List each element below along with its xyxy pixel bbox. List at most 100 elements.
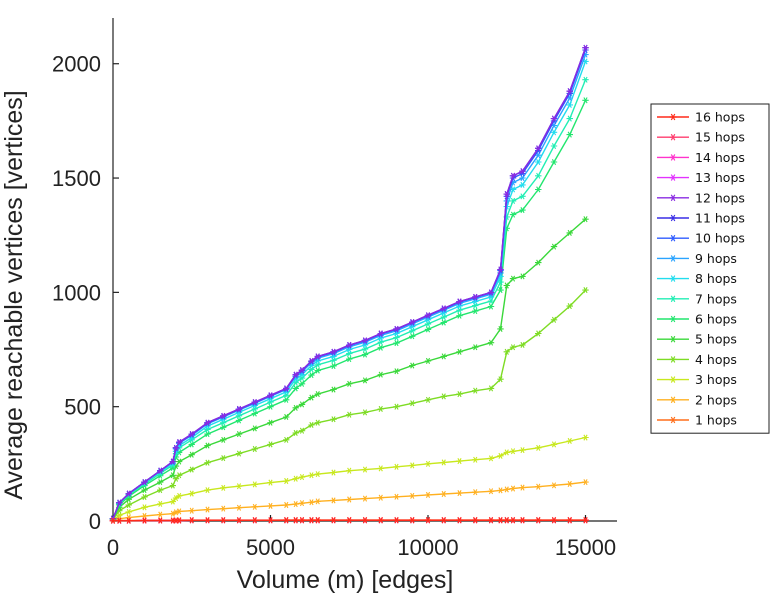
data-point: [330, 416, 337, 423]
data-point: [550, 143, 558, 150]
series-line: [112, 100, 587, 519]
data-point: [424, 517, 432, 524]
data-point: [204, 459, 211, 466]
data-point: [125, 490, 132, 497]
data-point: [220, 517, 227, 524]
data-point: [456, 458, 463, 465]
legend-item: 9 hops: [657, 251, 737, 266]
data-point: [298, 500, 306, 507]
data-point: [582, 216, 589, 223]
data-point: [283, 477, 290, 485]
data-point: [509, 344, 517, 351]
data-point: [566, 115, 573, 122]
data-point: [566, 517, 573, 524]
data-point: [204, 506, 211, 513]
data-point: [393, 334, 400, 341]
data-point: [267, 502, 274, 509]
data-point: [267, 441, 274, 448]
data-point: [503, 517, 510, 524]
legend-item: 11 hops: [657, 211, 745, 226]
ticks: 0 5000 10000 15000 0 500 1000 1500 2000: [52, 52, 616, 560]
data-point: [188, 466, 195, 473]
data-point: [298, 367, 306, 374]
data-point: [267, 517, 274, 524]
data-point: [204, 442, 211, 449]
data-point: [424, 396, 432, 403]
legend-swatch-marker: [669, 356, 677, 363]
data-point: [377, 517, 384, 524]
data-point: [472, 344, 479, 351]
data-point: [497, 487, 504, 494]
data-point: [550, 316, 558, 323]
y-tick-label: 1500: [52, 166, 101, 191]
legend-item: 7 hops: [657, 291, 737, 306]
data-point: [330, 517, 337, 524]
data-point: [292, 501, 299, 508]
data-point: [346, 496, 353, 503]
data-point: [308, 372, 315, 379]
data-point: [550, 243, 558, 250]
data-point: [535, 172, 542, 179]
legend-swatch-marker: [669, 154, 677, 161]
x-tick-label: 0: [107, 535, 119, 560]
data-point: [361, 466, 369, 473]
data-point: [519, 273, 526, 280]
data-point: [308, 421, 315, 428]
data-point: [456, 312, 463, 319]
data-point: [176, 458, 183, 465]
x-tick-label: 5000: [246, 535, 295, 560]
data-point: [509, 275, 517, 282]
data-point: [361, 351, 369, 358]
y-tick-label: 2000: [52, 52, 101, 77]
data-point: [314, 353, 321, 360]
data-point: [176, 472, 183, 479]
legend-item: 12 hops: [657, 190, 745, 205]
data-point: [440, 353, 447, 360]
data-point: [283, 385, 290, 392]
data-point: [456, 348, 463, 355]
legend-label: 12 hops: [695, 190, 745, 205]
series-line: [112, 481, 586, 522]
data-point: [330, 357, 337, 364]
data-point: [172, 444, 180, 451]
data-point: [283, 501, 290, 509]
data-point: [566, 303, 573, 310]
legend-item: 10 hops: [657, 231, 745, 246]
data-point: [267, 479, 274, 486]
data-point: [424, 357, 432, 364]
data-point: [330, 348, 337, 355]
data-point: [235, 417, 243, 424]
data-point: [283, 436, 290, 443]
data-point: [566, 229, 573, 236]
data-point: [308, 517, 315, 524]
data-point: [346, 380, 353, 387]
data-point: [267, 419, 274, 426]
data-point: [393, 517, 400, 524]
data-point: [503, 449, 510, 456]
data-point: [424, 312, 432, 319]
data-point: [566, 101, 573, 108]
data-point: [535, 145, 542, 152]
data-point: [440, 305, 447, 312]
data-point: [176, 492, 183, 499]
data-point: [377, 405, 384, 412]
data-point: [251, 399, 258, 406]
data-point: [582, 479, 589, 486]
data-point: [550, 115, 558, 122]
data-point: [157, 487, 164, 494]
legend-item: 15 hops: [657, 130, 745, 145]
data-point: [566, 88, 573, 95]
series-line: [112, 289, 586, 520]
data-point: [361, 495, 369, 502]
data-point: [361, 346, 369, 353]
data-point: [497, 376, 504, 383]
data-point: [188, 451, 195, 458]
legend-box: [650, 103, 770, 434]
legend-item: 2 hops: [657, 392, 737, 407]
data-point: [424, 491, 432, 498]
data-point: [456, 490, 463, 497]
x-tick-label: 10000: [397, 535, 458, 560]
data-point: [283, 413, 290, 420]
data-point: [377, 330, 384, 337]
